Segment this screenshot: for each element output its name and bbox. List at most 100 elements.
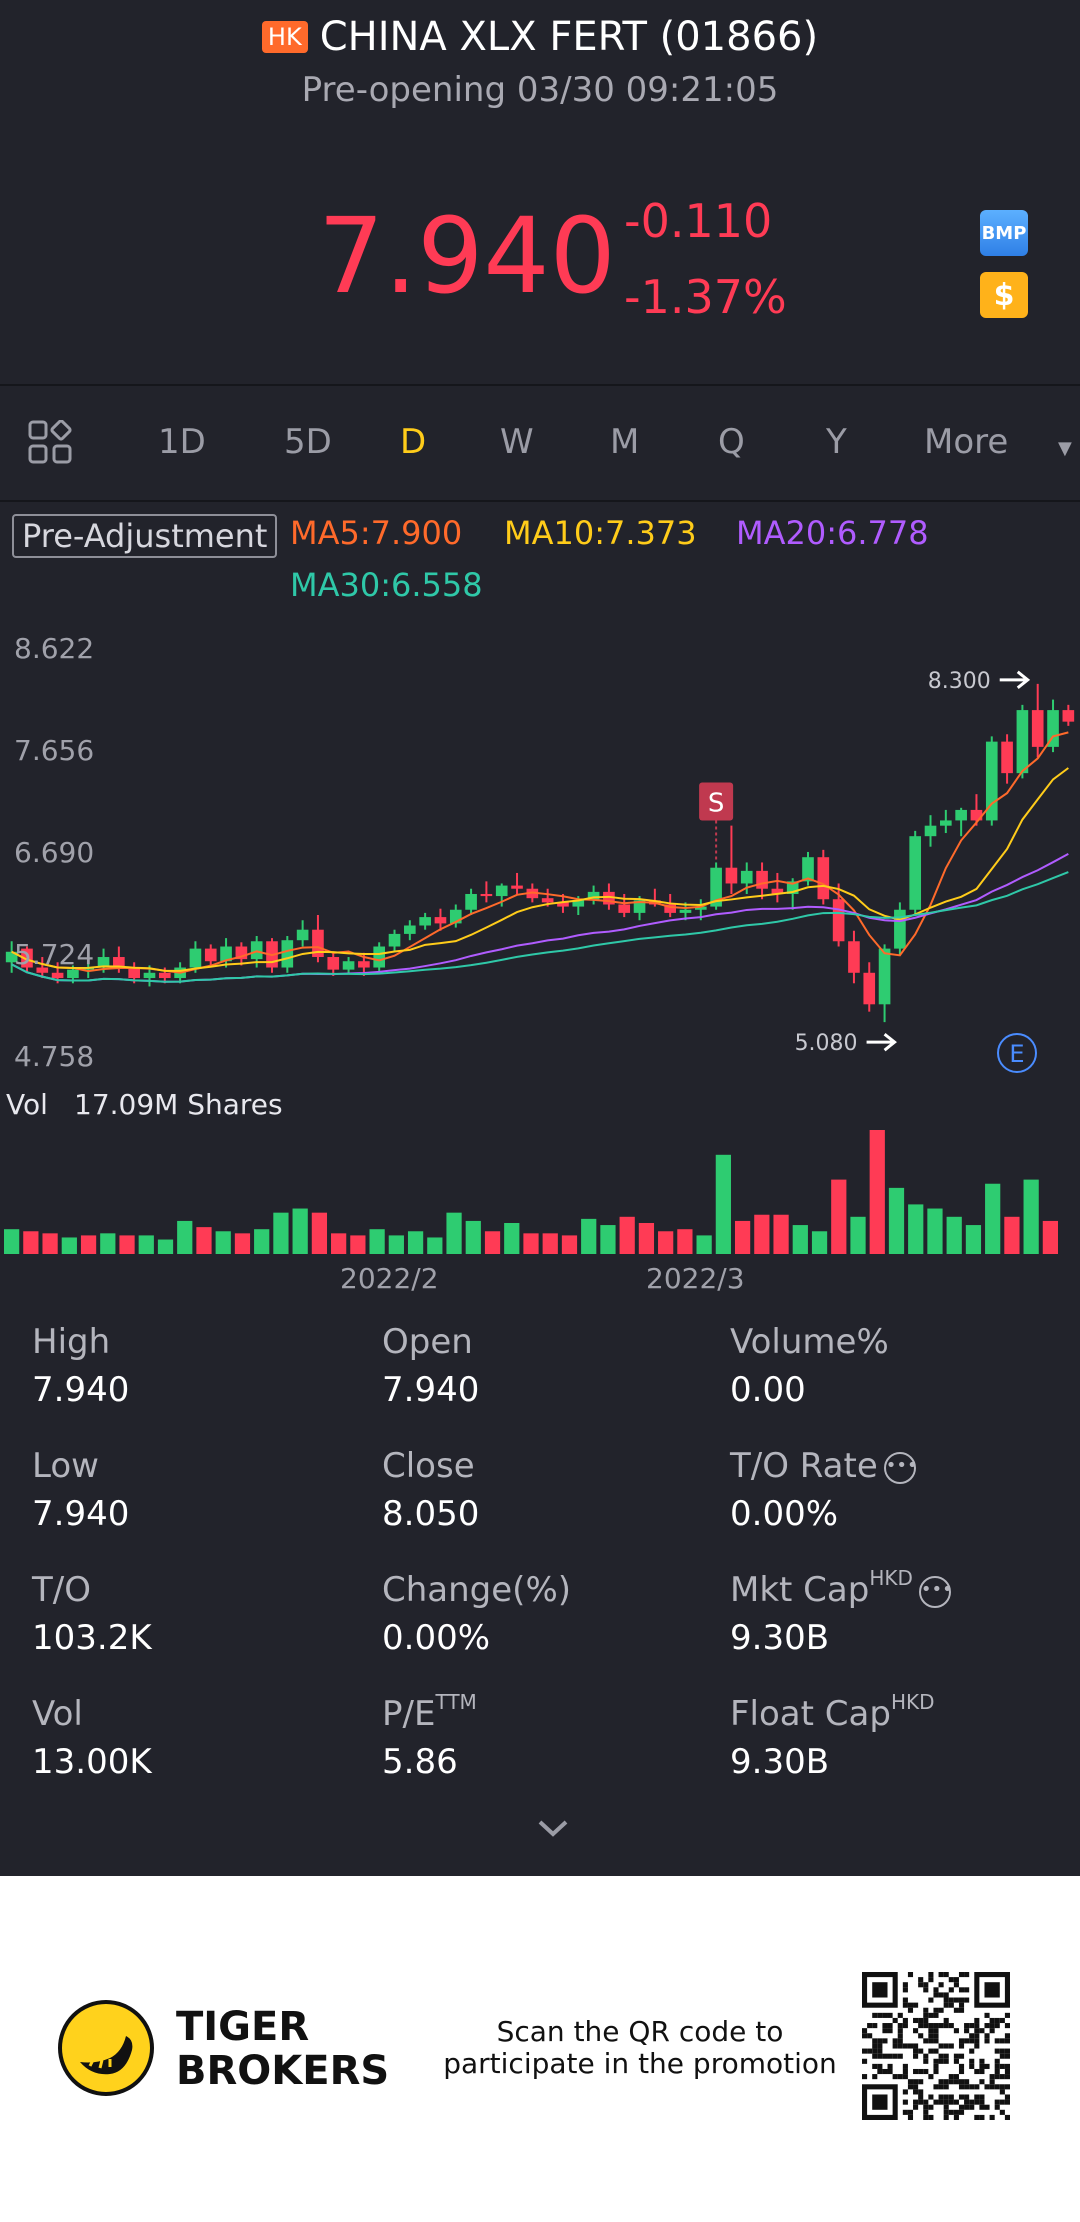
chevron-down-icon[interactable] [536, 1816, 570, 1840]
tab-5d[interactable]: 5D [284, 422, 332, 462]
qr-module [958, 2053, 965, 2059]
tab-month[interactable]: M [610, 422, 640, 462]
more-caret-icon[interactable]: ▼ [1058, 438, 1072, 459]
qr-module [892, 2038, 898, 2044]
qr-code[interactable] [862, 1972, 1010, 2120]
stat-change-label: Change(%) [382, 1570, 572, 1610]
qr-module [902, 2109, 908, 2115]
qr-module [953, 2074, 959, 2080]
qr-module [887, 2028, 893, 2034]
info-icon[interactable]: ••• [883, 1451, 918, 1484]
stat-to-value: 103.2K [32, 1618, 152, 1658]
qr-module [928, 2104, 934, 2110]
qr-module [928, 2094, 934, 2100]
qr-module [953, 2058, 959, 2064]
qr-module [958, 2094, 965, 2100]
qr-module [948, 2023, 954, 2029]
qr-module [1004, 2063, 1010, 2069]
stat-low-label: Low [32, 1446, 99, 1486]
pre-adjustment-toggle[interactable]: Pre-Adjustment [12, 514, 278, 558]
qr-module [938, 1992, 944, 1998]
qr-module [1004, 2114, 1010, 2120]
qr-module [984, 2104, 990, 2110]
qr-module [974, 2094, 980, 2100]
session-status: Pre-opening 03/30 09:21:05 [301, 70, 779, 110]
bmp-badge-button[interactable]: BMP [980, 210, 1028, 256]
qr-module [918, 1977, 924, 1983]
info-icon[interactable]: ••• [918, 1575, 953, 1608]
qr-module [943, 2002, 949, 2008]
stock-title: CHINA XLX FERT (01866) [319, 14, 819, 60]
qr-module [938, 2023, 944, 2029]
tab-1d[interactable]: 1D [158, 422, 206, 462]
qr-module [913, 2017, 919, 2024]
qr-module [877, 2048, 883, 2054]
qr-module [933, 2007, 939, 2013]
qr-module [902, 2074, 908, 2080]
qr-module [918, 2079, 924, 2085]
qr-module [964, 2028, 970, 2034]
qr-module [984, 2033, 990, 2039]
qr-module [989, 2023, 995, 2029]
currency-superscript: HKD [890, 1690, 935, 1714]
qr-module [948, 2043, 954, 2049]
qr-module [999, 2048, 1005, 2054]
market-badge: HK [261, 21, 308, 53]
qr-module [974, 2068, 980, 2075]
qr-module [953, 2028, 959, 2034]
qr-module [979, 2063, 985, 2069]
qr-module [872, 2094, 888, 2110]
tiger-logo-icon [58, 2000, 154, 2096]
stat-float-cap-value: 9.30B [730, 1742, 830, 1782]
stat-high-value: 7.940 [32, 1370, 130, 1410]
tab-year[interactable]: Y [826, 422, 847, 462]
qr-module [953, 2053, 959, 2059]
qr-module [907, 1972, 914, 1978]
qr-module [943, 2084, 949, 2090]
stat-mkt-cap: Mkt CapHKD ••• [730, 1566, 953, 1610]
qr-module [999, 2017, 1005, 2024]
y-tick-label: 7.656 [14, 734, 95, 767]
grid-menu-icon[interactable] [28, 420, 72, 464]
ttm-superscript: TTM [435, 1690, 477, 1714]
qr-module [999, 2084, 1005, 2090]
stat-pe-value: 5.86 [382, 1742, 458, 1782]
qr-module [974, 2017, 980, 2024]
promo-line: Scan the QR code to [496, 2015, 784, 2048]
qr-module [933, 2063, 939, 2069]
qr-module [964, 2023, 970, 2029]
qr-module [928, 2074, 934, 2080]
qr-module [918, 2089, 924, 2095]
qr-module [907, 2002, 914, 2008]
tab-week[interactable]: W [500, 422, 534, 462]
qr-module [933, 2023, 939, 2029]
qr-module [994, 2104, 1000, 2110]
qr-module [933, 2028, 939, 2034]
last-price: 7.940 [318, 195, 616, 317]
tab-day[interactable]: D [400, 422, 427, 462]
qr-module [969, 2084, 975, 2090]
promo-text: Scan the QR code to participate in the p… [440, 2016, 840, 2080]
dollar-badge-button[interactable]: $ [980, 272, 1028, 318]
qr-module [958, 2079, 965, 2085]
qr-module [999, 2089, 1005, 2095]
qr-module [958, 2084, 965, 2090]
qr-module [964, 2079, 970, 2085]
qr-module [913, 2084, 919, 2090]
qr-module [994, 2038, 1000, 2044]
tab-quarter[interactable]: Q [718, 422, 745, 462]
qr-module [943, 2099, 949, 2105]
qr-module [948, 1997, 954, 2003]
qr-module [923, 2058, 929, 2064]
qr-module [928, 2048, 934, 2054]
y-tick-label: 6.690 [14, 836, 95, 869]
qr-module [902, 2017, 908, 2024]
tab-more[interactable]: More [924, 422, 1009, 462]
qr-module [933, 2012, 939, 2018]
qr-module [974, 2028, 980, 2034]
stat-volume-pct-label: Volume% [730, 1322, 889, 1362]
qr-module [999, 2053, 1005, 2059]
qr-module [862, 2074, 868, 2080]
qr-module [999, 2099, 1005, 2105]
qr-module [943, 1992, 949, 1998]
